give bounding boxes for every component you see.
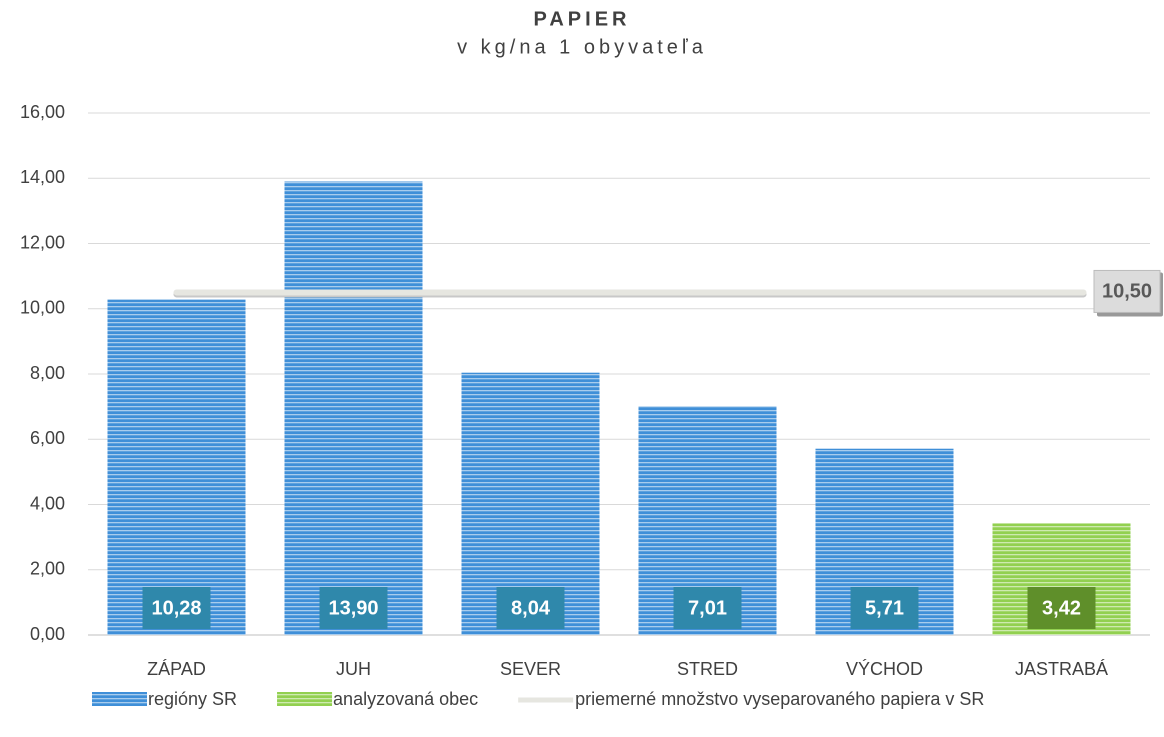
value-label: 10,28 — [151, 597, 201, 619]
value-label-box — [673, 587, 742, 629]
value-label: 8,04 — [511, 597, 551, 619]
chart-title: PAPIER — [534, 8, 631, 30]
x-tick-label: JASTRABÁ — [1015, 659, 1108, 679]
y-tick-label: 8,00 — [30, 363, 65, 383]
value-label: 5,71 — [865, 597, 904, 619]
value-label-box — [496, 587, 565, 629]
y-tick-label: 2,00 — [30, 559, 65, 579]
y-tick-label: 14,00 — [20, 167, 65, 187]
legend-label: regióny SR — [148, 689, 237, 709]
y-tick-label: 12,00 — [20, 232, 65, 252]
legend-swatch — [92, 692, 147, 706]
x-tick-label: JUH — [336, 659, 371, 679]
y-tick-label: 10,00 — [20, 298, 65, 318]
y-tick-label: 0,00 — [30, 624, 65, 644]
legend-swatch — [277, 692, 333, 706]
y-tick-label: 6,00 — [30, 428, 65, 448]
chart-subtitle: v kg/na 1 obyvateľa — [457, 36, 707, 58]
x-tick-label: VÝCHOD — [846, 659, 923, 679]
value-label: 3,42 — [1042, 597, 1081, 619]
value-label-box — [319, 587, 388, 629]
reference-label: 10,50 — [1102, 281, 1152, 303]
reference-label-box — [1093, 269, 1161, 313]
legend-label: analyzovaná obec — [333, 689, 478, 709]
bar — [284, 181, 423, 635]
value-label-box — [142, 587, 211, 629]
legend-label: priemerné množstvo vyseparovaného papier… — [575, 689, 984, 709]
y-tick-label: 16,00 — [20, 102, 65, 122]
y-tick-label: 4,00 — [30, 493, 65, 513]
x-tick-label: SEVER — [500, 659, 561, 679]
value-label-box — [1027, 587, 1096, 629]
value-label: 7,01 — [688, 597, 727, 619]
bar — [107, 299, 246, 635]
value-label-box — [850, 587, 919, 629]
value-label: 13,90 — [328, 597, 378, 619]
x-tick-label: ZÁPAD — [147, 659, 206, 679]
x-tick-label: STRED — [677, 659, 738, 679]
